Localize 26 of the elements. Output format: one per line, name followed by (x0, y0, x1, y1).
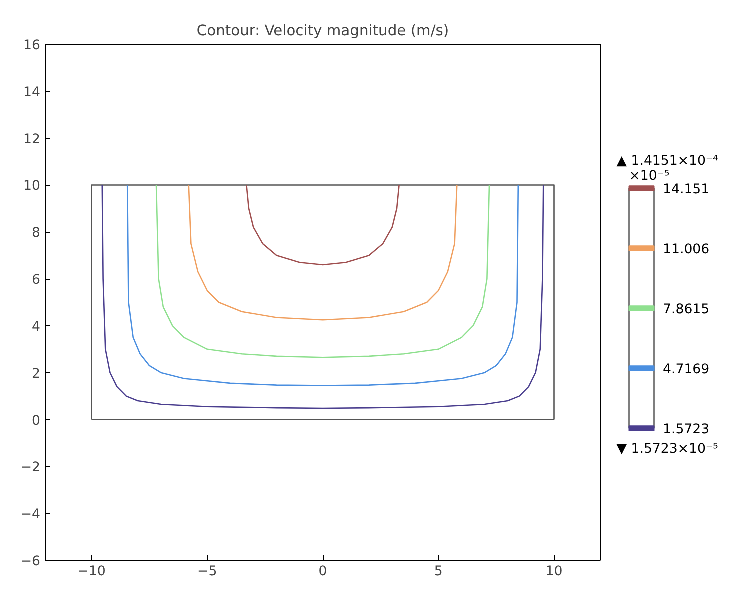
x-tick-label: 0 (318, 564, 328, 580)
y-tick-label: 6 (32, 273, 41, 288)
y-tick-label: −6 (20, 554, 41, 570)
text: ×10⁻⁵ (629, 169, 670, 184)
legend-label: 1.5723 (663, 422, 710, 438)
y-tick-label: 10 (24, 179, 41, 194)
y-tick-label: 14 (24, 85, 41, 100)
y-tick-label: −4 (20, 508, 41, 523)
legend-label: 11.006 (663, 242, 710, 258)
y-tick-label: 8 (32, 226, 41, 242)
legend-label: 4.7169 (663, 362, 710, 378)
y-tick-label: 12 (24, 132, 41, 148)
chart-title: Contour: Velocity magnitude (m/s) (196, 22, 450, 40)
y-tick-label: 4 (32, 320, 41, 335)
text: ▲ 1.4151×10⁻⁴ (616, 154, 718, 169)
x-tick-label: −5 (198, 564, 218, 580)
legend-label: 7.8615 (663, 302, 710, 318)
legend-label: 14.151 (663, 182, 710, 198)
y-tick-label: 2 (32, 366, 41, 382)
y-tick-label: 0 (32, 414, 41, 429)
text: ▼ 1.5723×10⁻⁵ (616, 442, 718, 457)
x-tick-label: 10 (546, 564, 563, 580)
y-tick-label: −2 (20, 460, 41, 476)
x-tick-label: 5 (434, 564, 443, 580)
x-tick-label: −10 (78, 564, 106, 580)
y-tick-label: 16 (24, 38, 41, 54)
